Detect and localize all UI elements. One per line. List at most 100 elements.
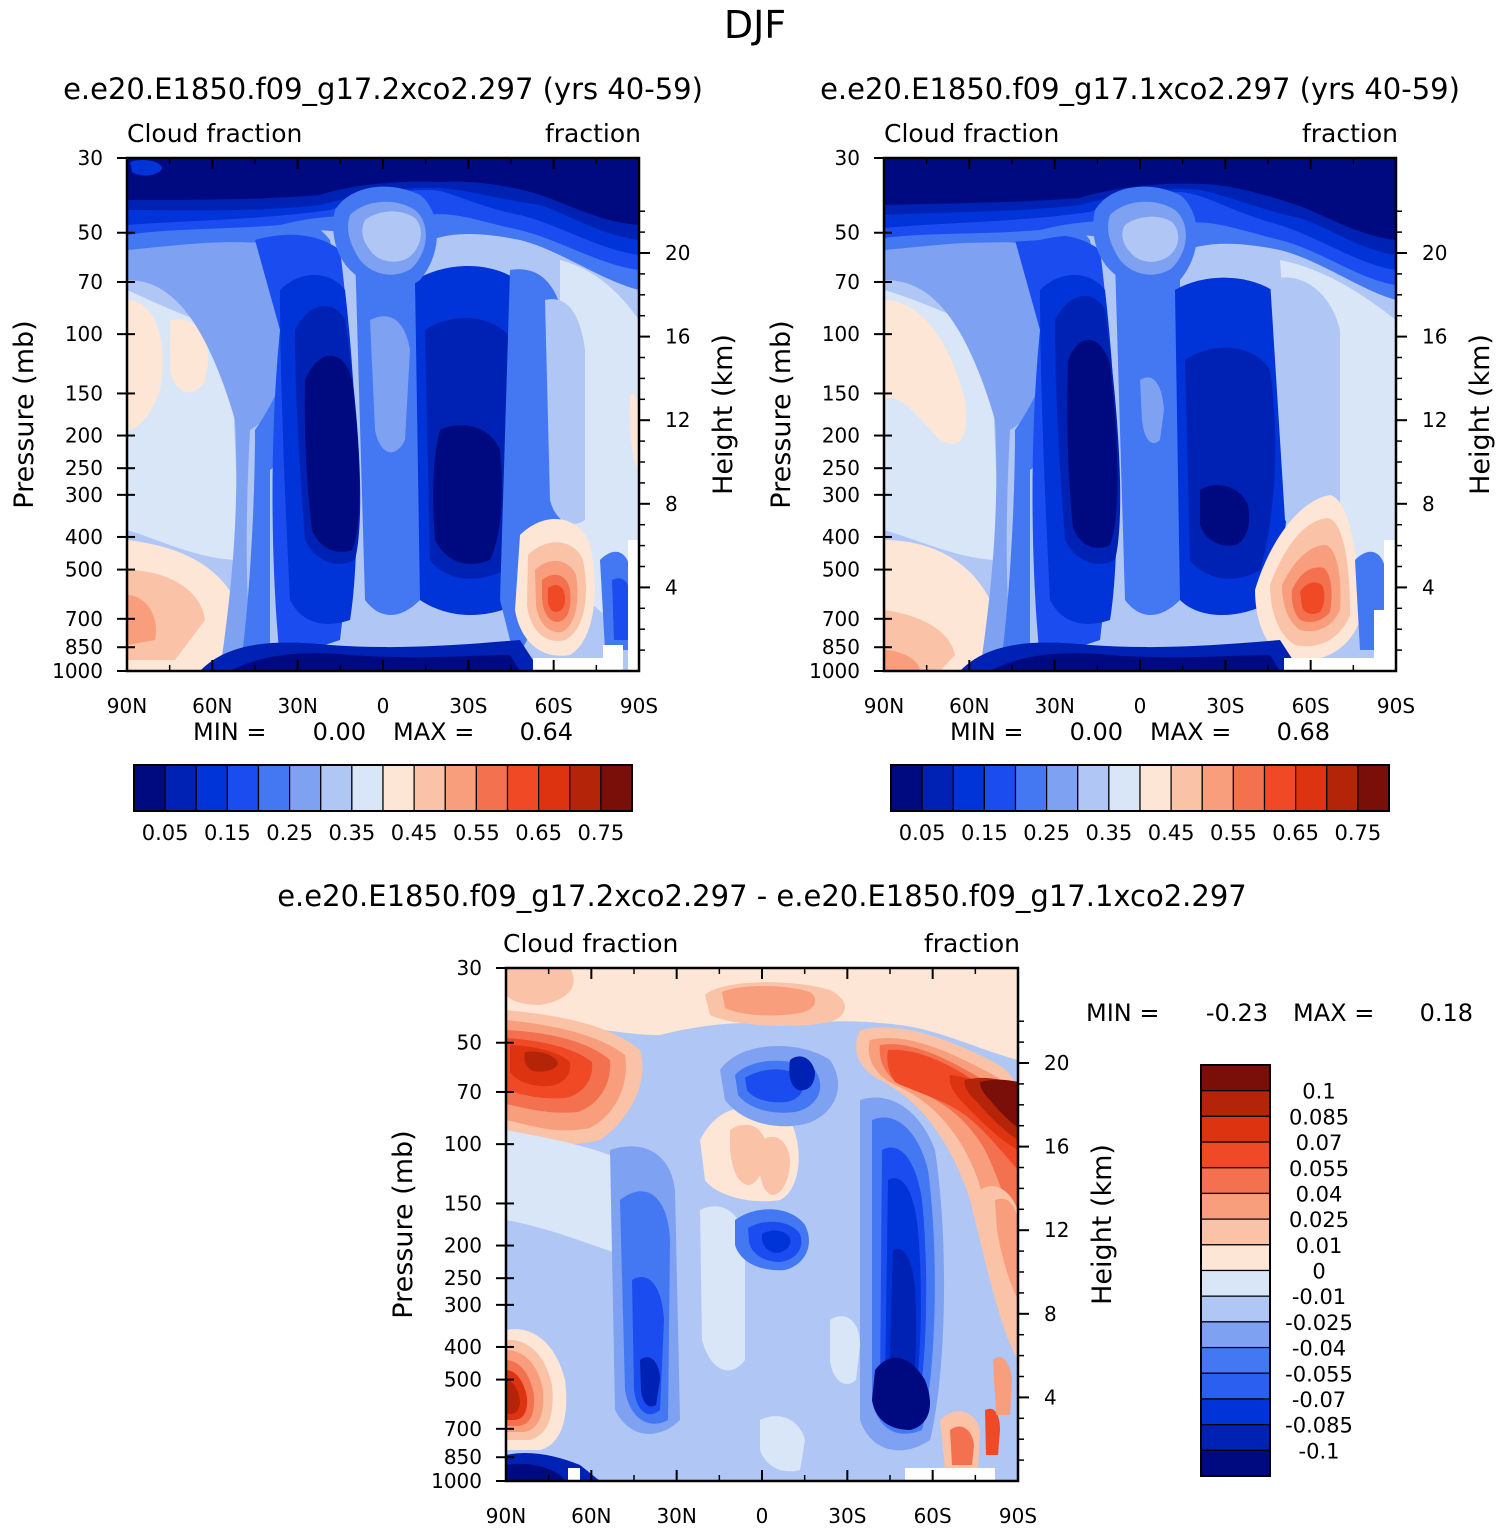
diff-colorbar-label: 0.085 [1289,1105,1349,1129]
left-colorbar-label: 0.75 [577,821,624,845]
diff-colorbar-swatch [1200,1449,1271,1477]
diff-ytick-label: 850 [444,1445,482,1469]
left-colorbar-label: 0.35 [328,821,375,845]
diff-ytick-label: 70 [457,1080,482,1104]
diff-htick-label: 4 [1044,1385,1057,1409]
diff-top-salmon [506,968,574,1005]
left-colorbar-swatch [351,764,384,812]
right-colorbar-swatch [1139,764,1172,812]
right-min-value: 0.00 [1070,718,1123,746]
diff-missing-data2 [568,1468,580,1481]
right-title: e.e20.E1850.f09_g17.1xco2.297 (yrs 40-59… [820,72,1460,106]
right-colorbar-swatch [1357,764,1390,812]
right-xtick-label: 60S [1292,694,1330,718]
left-htick-label: 4 [665,575,678,599]
left-ylabel-right: Height (km) [708,334,739,495]
diff-colorbar: 0.10.0850.070.0550.040.0250.010-0.01-0.0… [1200,1064,1353,1477]
right-ytick-label: 30 [835,146,860,170]
right-colorbar-swatch [1295,764,1328,812]
right-xtick-label: 30S [1206,694,1244,718]
left-ytick-label: 70 [78,270,103,294]
left-xtick-label: 90S [620,694,658,718]
left-colorbar-swatch [320,764,353,812]
right-sh-core [1200,485,1250,546]
left-tl-blob [130,160,162,176]
left-polar-blue2 [612,578,630,640]
diff-min-value: -0.23 [1206,999,1268,1027]
diff-nh-lower6 [506,1380,520,1414]
right-colorbar-swatch [1263,764,1297,812]
right-pink-nh [884,300,967,444]
left-htick-label: 8 [665,492,678,516]
diff-polar-orange2 [950,1426,974,1465]
left-contour-field [127,158,639,671]
diff-colorbar-label: -0.1 [1299,1439,1340,1463]
right-ytick-label: 1000 [809,659,860,683]
diff-contour-field [506,968,1018,1481]
diff-light-belt [506,1130,640,1260]
right-colorbar-swatch [1326,764,1359,812]
left-xtick-label: 60N [192,694,232,718]
diff-upper-salmon [730,1124,766,1185]
diff-colorbar-label: -0.055 [1285,1362,1353,1386]
right-colorbar: 0.05 0.15 0.25 0.35 0.45 0.55 0.65 0.75 [890,764,1390,845]
left-bottom-dark [230,653,520,671]
diff-colorbar-label: -0.01 [1292,1285,1346,1309]
right-colorbar-label: 0.65 [1272,821,1319,845]
right-xtick-label: 30N [1034,694,1074,718]
right-contour-field [884,158,1396,671]
right-upper-bubble3 [1122,216,1179,262]
diff-ylabel-right: Height (km) [1087,1144,1118,1305]
right-colorbar-swatch [952,764,985,812]
diff-colorbar-swatch [1200,1424,1271,1451]
right-ylabel-right: Height (km) [1465,334,1496,495]
diff-colorbar-swatch [1200,1295,1271,1323]
diff-colorbar-swatch [1200,1141,1271,1169]
right-xtick-label: 90S [1377,694,1415,718]
right-ytick-label: 850 [822,635,860,659]
left-colorbar-label: 0.55 [453,821,500,845]
right-colorbar-label: 0.75 [1334,821,1381,845]
diff-colorbar-swatch [1200,1218,1271,1246]
left-min-value: 0.00 [313,718,366,746]
left-xtick-label: 60S [535,694,573,718]
left-axes: 90N 60N 30N 0 30S 60S 90S 30 50 70 100 150 200 250 300… [9,146,739,718]
diff-colorbar-swatch [1200,1090,1271,1117]
diff-top-eq-orange [722,986,816,1016]
left-units-label: fraction [545,119,641,148]
left-band-orange-low [127,595,156,645]
diff-xtick-label: 0 [756,1504,769,1528]
left-colorbar-swatch [444,764,477,812]
left-colorbar-label: 0.25 [266,821,313,845]
left-ytick-label: 700 [65,607,103,631]
diff-ytick-label: 500 [444,1368,482,1392]
right-htick-label: 8 [1422,492,1435,516]
right-max-label: MAX = [1150,718,1231,746]
diff-max-label: MAX = [1293,999,1374,1027]
left-xtick-label: 30S [449,694,487,718]
diff-sh-core-dark [872,1357,930,1430]
left-colorbar-swatch [538,764,571,812]
right-axes: 90N 60N 30N 0 30S 60S 90S 30 50 70 100 150 200 250 300… [766,146,1496,718]
left-colorbar-label: 0.05 [142,821,189,845]
left-band-pink-nh2 [170,319,209,393]
right-units-label: fraction [1302,119,1398,148]
diff-colorbar-swatch [1200,1346,1271,1374]
right-top-darkest [884,158,1396,240]
right-bottom-dark [990,653,1280,671]
right-core-nh2 [1067,339,1118,548]
diff-colorbar-label: -0.085 [1285,1414,1353,1438]
right-ytick-label: 70 [835,270,860,294]
diff-htick-label: 12 [1044,1218,1069,1242]
diff-panel: e.e20.E1850.f09_g17.2xco2.297 - e.e20.E1… [277,879,1473,1528]
diff-missing-data [905,1468,995,1481]
left-ytick-label: 30 [78,146,103,170]
right-max-value: 0.68 [1277,718,1330,746]
right-orange-low [884,650,920,671]
diff-colorbar-swatch [1200,1167,1271,1195]
left-upper-bubble3 [362,211,421,262]
right-xtick-label: 60N [949,694,989,718]
right-colorbar-swatch [1108,764,1141,812]
diff-xtick-label: 60N [571,1504,611,1528]
right-variable-label: Cloud fraction [884,119,1059,148]
